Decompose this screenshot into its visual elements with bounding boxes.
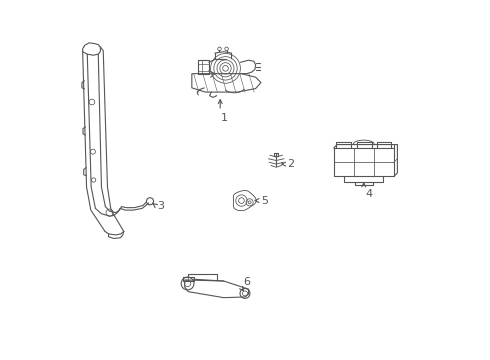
Text: 4: 4	[366, 189, 372, 199]
Text: 1: 1	[221, 113, 228, 123]
Text: 3: 3	[157, 201, 164, 211]
Text: 5: 5	[261, 195, 268, 206]
Text: 2: 2	[288, 159, 294, 169]
Text: 6: 6	[243, 278, 250, 287]
